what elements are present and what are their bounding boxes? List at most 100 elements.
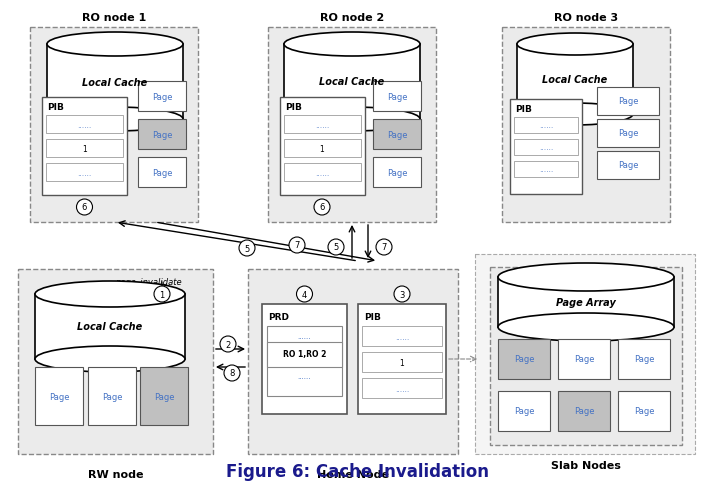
- Bar: [502, 28, 670, 223]
- Text: RW node: RW node: [88, 469, 144, 479]
- Circle shape: [76, 200, 93, 216]
- Text: Page: Page: [49, 392, 69, 401]
- Text: Page: Page: [152, 168, 172, 177]
- Text: Page: Page: [574, 355, 594, 364]
- Ellipse shape: [284, 108, 420, 132]
- Text: Page: Page: [618, 129, 638, 138]
- Text: 3: 3: [399, 290, 405, 299]
- Text: 7: 7: [294, 241, 300, 250]
- Text: Page: Page: [387, 168, 407, 177]
- Text: Page: Page: [102, 392, 122, 401]
- Text: ......: ......: [298, 373, 311, 379]
- Bar: [362, 326, 442, 346]
- Bar: [262, 305, 347, 414]
- Ellipse shape: [47, 33, 183, 57]
- Bar: [46, 163, 123, 182]
- Bar: [618, 391, 670, 431]
- Bar: [597, 120, 659, 148]
- Text: PIB: PIB: [364, 312, 381, 321]
- Ellipse shape: [35, 282, 185, 307]
- Circle shape: [289, 238, 305, 253]
- Bar: [498, 391, 550, 431]
- Bar: [597, 88, 659, 116]
- Text: PRD: PRD: [268, 312, 289, 321]
- Text: 8: 8: [229, 369, 235, 378]
- Circle shape: [154, 286, 170, 303]
- Bar: [18, 269, 213, 454]
- Text: ......: ......: [539, 143, 553, 152]
- Bar: [30, 28, 198, 223]
- Text: Page: Page: [618, 161, 638, 170]
- Bar: [362, 378, 442, 398]
- Circle shape: [220, 336, 236, 352]
- Bar: [514, 162, 578, 178]
- Bar: [280, 98, 365, 196]
- Text: RO node 3: RO node 3: [554, 13, 618, 23]
- Bar: [475, 254, 695, 454]
- Text: Page: Page: [387, 130, 407, 139]
- Text: ......: ......: [395, 332, 409, 341]
- Bar: [498, 278, 674, 327]
- Circle shape: [394, 286, 410, 303]
- Bar: [373, 158, 421, 187]
- Bar: [358, 305, 446, 414]
- Text: Local Cache: Local Cache: [319, 77, 385, 87]
- Bar: [597, 152, 659, 180]
- Text: Page: Page: [514, 407, 534, 416]
- Ellipse shape: [517, 34, 633, 56]
- Text: 5: 5: [244, 244, 250, 253]
- Bar: [268, 28, 436, 223]
- Text: ......: ......: [77, 120, 91, 129]
- Bar: [35, 367, 83, 425]
- Bar: [558, 339, 610, 379]
- Ellipse shape: [517, 104, 633, 126]
- Bar: [498, 339, 550, 379]
- Text: ......: ......: [539, 121, 553, 130]
- Bar: [46, 116, 123, 134]
- Circle shape: [376, 240, 392, 256]
- Bar: [618, 339, 670, 379]
- Text: Figure 6: Cache Invalidation: Figure 6: Cache Invalidation: [226, 462, 488, 480]
- Text: Page Array: Page Array: [556, 297, 616, 307]
- Text: 2: 2: [226, 340, 231, 349]
- Text: Home Node: Home Node: [317, 469, 389, 479]
- Bar: [558, 391, 610, 431]
- Bar: [510, 100, 582, 195]
- Text: 4: 4: [302, 290, 307, 299]
- Bar: [138, 82, 186, 112]
- Circle shape: [328, 240, 344, 256]
- Text: 1: 1: [320, 144, 324, 153]
- Bar: [514, 118, 578, 134]
- Text: Page: Page: [387, 92, 407, 102]
- Bar: [267, 342, 342, 367]
- Bar: [373, 120, 421, 150]
- Text: ......: ......: [77, 168, 91, 177]
- Text: Page: Page: [634, 355, 654, 364]
- Bar: [138, 120, 186, 150]
- Text: RO node 2: RO node 2: [320, 13, 384, 23]
- Text: RO node 1: RO node 1: [82, 13, 146, 23]
- Text: ......: ......: [539, 165, 553, 174]
- Text: 6: 6: [319, 203, 325, 212]
- Text: Local Cache: Local Cache: [543, 75, 608, 85]
- Bar: [140, 367, 188, 425]
- Text: Page: Page: [634, 407, 654, 416]
- Bar: [517, 45, 633, 115]
- Text: Page: Page: [154, 392, 174, 401]
- Text: ......: ......: [315, 168, 329, 177]
- Bar: [284, 140, 361, 158]
- Circle shape: [314, 200, 330, 216]
- Ellipse shape: [284, 33, 420, 57]
- Text: PIB: PIB: [515, 105, 532, 114]
- Circle shape: [239, 241, 255, 257]
- Text: Page: Page: [152, 130, 172, 139]
- Bar: [138, 158, 186, 187]
- Bar: [284, 163, 361, 182]
- Text: 5: 5: [333, 243, 338, 252]
- Ellipse shape: [498, 313, 674, 341]
- Text: Local Cache: Local Cache: [82, 77, 148, 87]
- Bar: [35, 294, 185, 359]
- Circle shape: [296, 286, 313, 303]
- Text: 6: 6: [82, 203, 87, 212]
- Bar: [284, 45, 420, 120]
